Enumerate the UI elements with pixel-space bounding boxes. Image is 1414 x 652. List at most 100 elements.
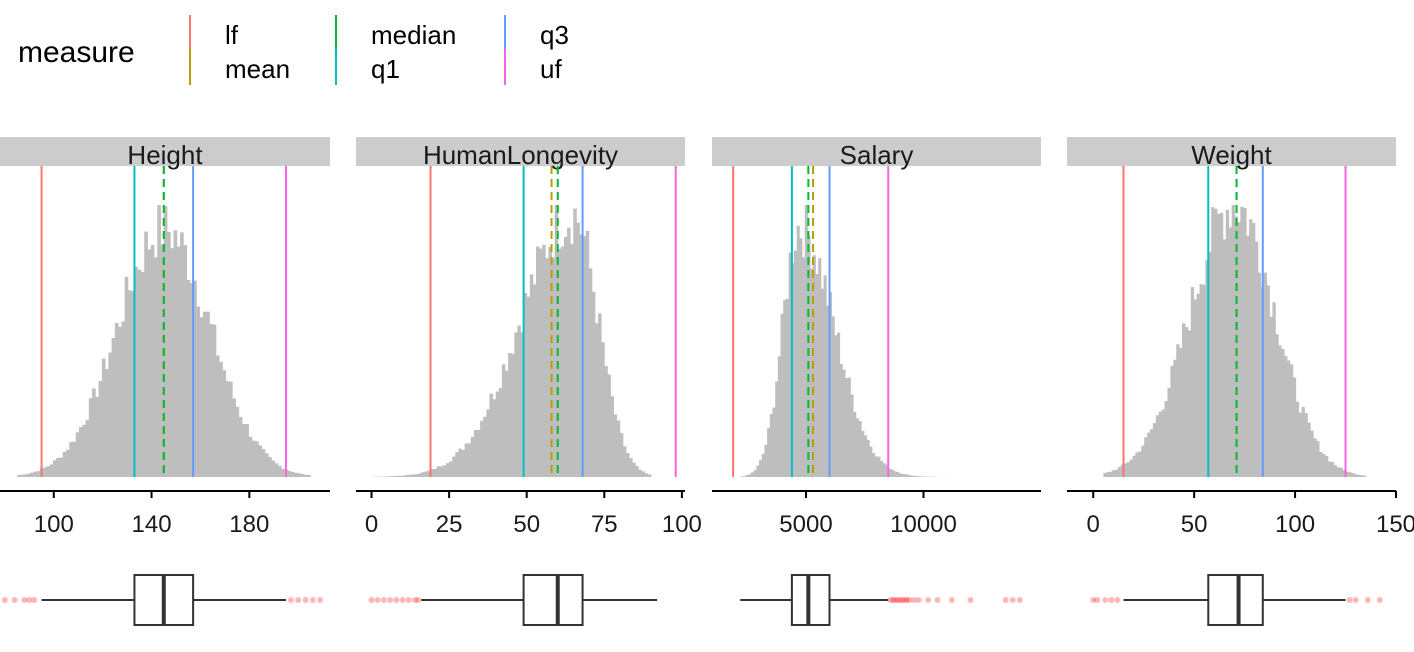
histogram-bar	[536, 246, 540, 477]
histogram-bar	[144, 231, 148, 477]
boxplot-outlier	[948, 597, 955, 603]
histogram-bar	[180, 232, 184, 477]
histogram	[1103, 205, 1367, 478]
histogram-bar	[1158, 411, 1163, 477]
histogram-bar	[486, 409, 490, 477]
histogram-bar	[563, 236, 568, 477]
histogram-bar	[271, 460, 275, 477]
histogram-bar	[1123, 463, 1128, 477]
histogram-bar	[480, 420, 484, 477]
histogram-bar	[542, 244, 546, 477]
histogram-bar	[1217, 213, 1221, 477]
histogram-bar	[1182, 323, 1186, 477]
histogram-bar	[799, 238, 803, 477]
x-tick-label: 140	[132, 511, 172, 538]
histogram-bar	[242, 423, 246, 477]
histogram-bar	[473, 429, 478, 477]
histogram-bar	[1240, 206, 1244, 477]
histogram-bar	[1120, 464, 1125, 477]
x-tick-label: 75	[591, 511, 618, 538]
histogram-bar	[442, 465, 447, 477]
histogram-bar	[915, 476, 919, 477]
histogram-bar	[264, 453, 269, 477]
histogram-bar	[470, 437, 475, 477]
histogram-bar	[59, 457, 64, 477]
histogram-bar	[858, 421, 862, 477]
strip-label: Salary	[840, 140, 914, 170]
boxplot-outlier	[1102, 597, 1109, 603]
histogram-bar	[20, 474, 25, 477]
histogram-bar	[826, 305, 830, 477]
histogram-bar	[118, 326, 122, 477]
histogram-bar	[277, 465, 282, 477]
histogram-bar	[619, 433, 624, 477]
boxplot-outlier	[26, 597, 33, 603]
histogram-bar	[1205, 260, 1209, 477]
histogram-bar	[912, 475, 916, 477]
histogram-bar	[30, 472, 34, 477]
histogram-bar	[785, 298, 790, 477]
histogram-bar	[1272, 302, 1276, 477]
histogram-bar	[638, 469, 642, 477]
histogram-bar	[1327, 461, 1332, 477]
histogram-bar	[1254, 241, 1259, 477]
histogram-bar	[121, 321, 126, 477]
boxplot-outlier	[399, 597, 406, 603]
histogram-bar	[274, 463, 279, 477]
histogram-bar	[393, 476, 397, 477]
histogram-bar	[131, 291, 135, 477]
histogram-bar	[170, 248, 174, 477]
histogram-bar	[281, 468, 285, 477]
histogram-bar	[504, 370, 509, 477]
histogram-bar	[1129, 459, 1133, 477]
histogram-bar	[396, 475, 400, 477]
histogram-bar	[759, 459, 763, 477]
histogram-bar	[439, 466, 444, 477]
histogram	[740, 205, 983, 477]
legend-label-median: median	[371, 20, 456, 50]
histogram-bar	[95, 396, 99, 477]
histogram-bar	[1173, 359, 1177, 477]
histogram-bar	[85, 420, 90, 477]
histogram-bar	[157, 205, 161, 477]
histogram-bar	[1339, 467, 1343, 477]
histogram-bar	[79, 427, 83, 477]
panel-height: Height 100 140 180	[0, 137, 330, 626]
histogram-bar	[579, 234, 583, 477]
histogram-bar	[1164, 401, 1168, 477]
histogram-bar	[297, 473, 302, 477]
histogram-bar	[644, 473, 649, 477]
histogram-bar	[1313, 438, 1317, 477]
histogram-bar	[1193, 299, 1198, 477]
histogram-bar	[300, 473, 305, 477]
histogram-bar	[1141, 445, 1145, 477]
histogram-bar	[193, 280, 197, 477]
histogram-bar	[36, 471, 41, 477]
x-tick-label: 150	[1376, 511, 1414, 538]
histogram-bar	[238, 416, 243, 477]
histogram-bar	[467, 443, 472, 477]
histogram-bar	[219, 361, 223, 477]
histogram-bar	[560, 246, 565, 477]
histogram-bar	[1246, 235, 1250, 477]
histogram-bar	[626, 453, 630, 477]
histogram-bar	[248, 436, 253, 477]
histogram-bar	[127, 290, 132, 477]
histogram-bar	[551, 257, 556, 477]
histogram-bar	[1257, 272, 1262, 477]
histogram-bar	[82, 424, 86, 477]
histogram-bar	[610, 396, 615, 477]
x-tick-label: 180	[229, 511, 269, 538]
panels: Height 100 140 180 HumanLongevity 0 25 50 75 100 S…	[0, 137, 1414, 626]
boxplot-outlier	[317, 597, 324, 603]
histogram-bar	[98, 381, 103, 477]
histogram-bar	[594, 323, 599, 477]
histogram	[371, 205, 652, 477]
legend-label-q1: q1	[371, 54, 400, 84]
histogram-bar	[1179, 347, 1183, 477]
histogram-bar	[307, 474, 311, 477]
histogram-bar	[613, 414, 618, 477]
histogram-bar	[1112, 470, 1116, 477]
histogram-bar	[464, 443, 469, 477]
histogram-bar	[446, 463, 450, 477]
